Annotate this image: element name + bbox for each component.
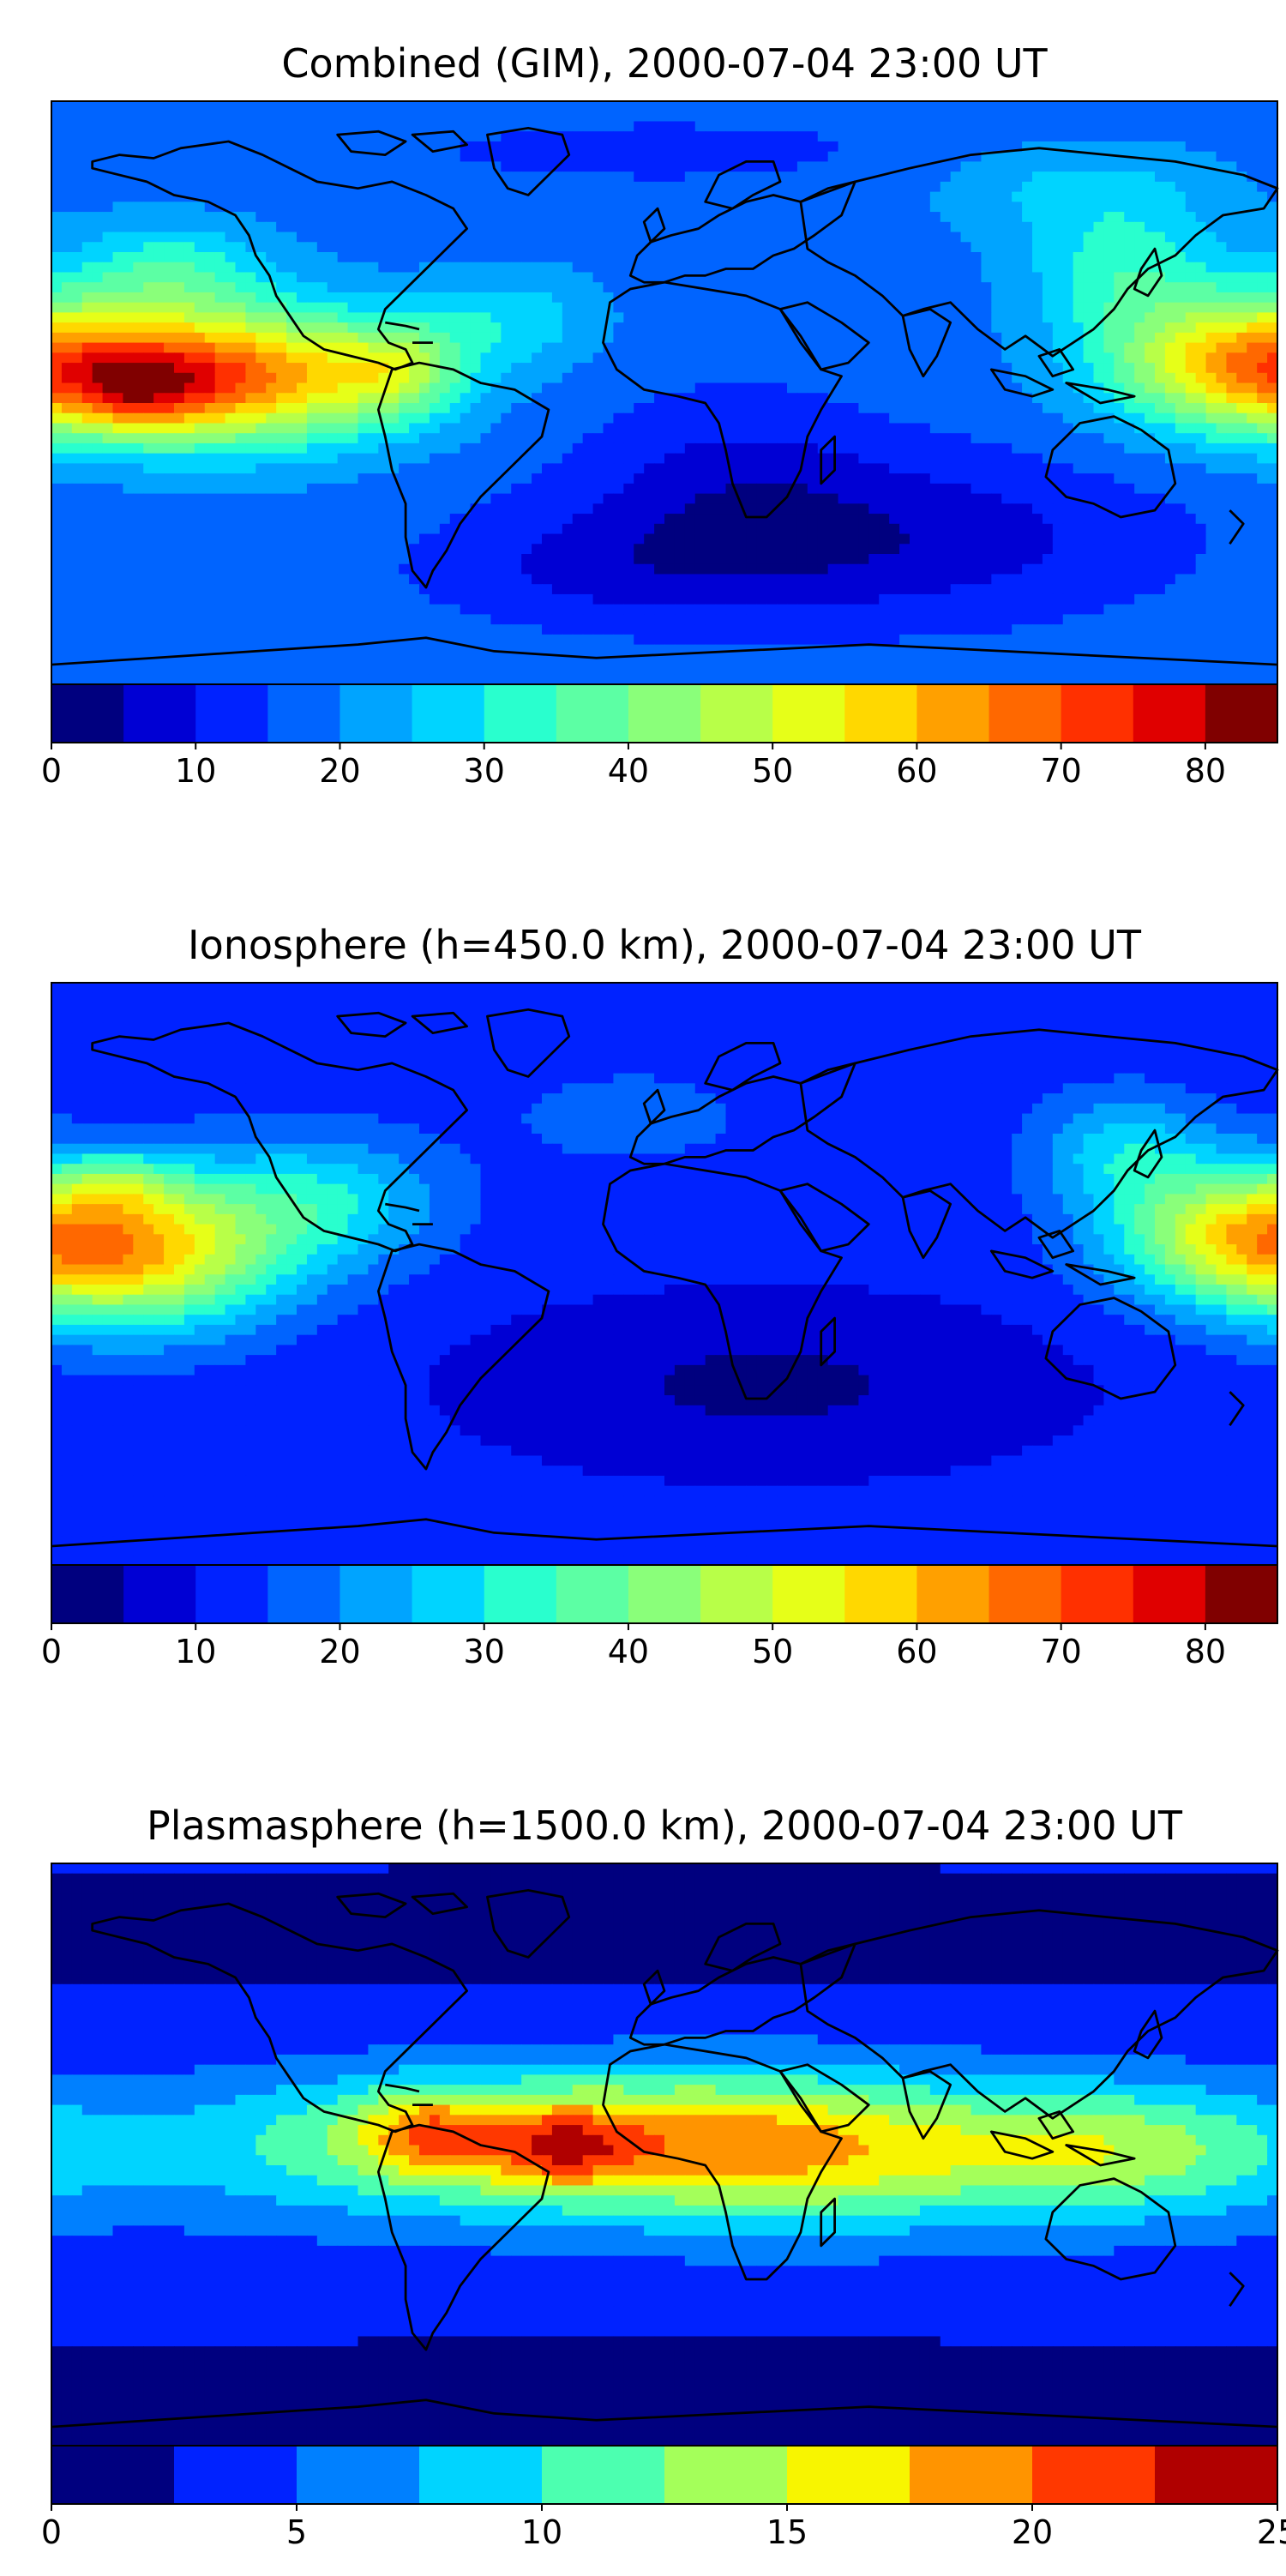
colorbar-tick-label: 20 <box>319 752 360 790</box>
colorbar-tick-label: 60 <box>896 752 937 790</box>
colorbar-segment <box>989 684 1062 743</box>
colorbar-tick-label: 30 <box>464 752 505 790</box>
colorbar-segment <box>51 2446 175 2504</box>
colorbar-segment <box>267 684 340 743</box>
colorbar-tick-label: 50 <box>752 1633 793 1670</box>
colorbar-tick-label: 30 <box>464 1633 505 1670</box>
panel-title: Ionosphere (h=450.0 km), 2000-07-04 23:0… <box>188 922 1142 968</box>
colorbar-tick-label: 40 <box>608 752 649 790</box>
colorbar-segment <box>412 684 485 743</box>
colorbar-segment <box>1061 1565 1134 1623</box>
panel-title: Combined (GIM), 2000-07-04 23:00 UT <box>281 40 1048 87</box>
colorbar-segment <box>123 1565 196 1623</box>
colorbar-segment <box>700 1565 773 1623</box>
colorbar-segment <box>700 684 773 743</box>
colorbar-segment <box>844 684 917 743</box>
colorbar-segment <box>556 1565 629 1623</box>
colorbar-segment <box>1155 2446 1278 2504</box>
colorbar-tick-label: 10 <box>521 2513 562 2551</box>
colorbar: 0 10 20 30 40 50 60 70 80 <box>41 684 1278 790</box>
colorbar-segment <box>916 684 989 743</box>
colorbar-segment <box>419 2446 543 2504</box>
colorbar-segment <box>916 1565 989 1623</box>
colorbar-segment <box>772 1565 845 1623</box>
colorbar-segment <box>412 1565 485 1623</box>
colorbar-tick-label: 80 <box>1185 752 1226 790</box>
panel-2: Ionosphere (h=450.0 km), 2000-07-04 23:0… <box>41 922 1278 1670</box>
colorbar-segment <box>844 1565 917 1623</box>
colorbar-segment <box>51 1565 124 1623</box>
colorbar-segment <box>484 1565 557 1623</box>
map-field <box>51 983 1278 1587</box>
colorbar-segment <box>297 2446 420 2504</box>
map-field <box>51 101 1278 706</box>
colorbar-segment <box>1133 684 1206 743</box>
colorbar-tick-label: 0 <box>41 2513 62 2551</box>
colorbar-tick-label: 60 <box>896 1633 937 1670</box>
map-field <box>51 1863 1278 2468</box>
colorbar-segment <box>1205 684 1278 743</box>
colorbar-tick-label: 10 <box>175 1633 216 1670</box>
colorbar-tick-label: 0 <box>41 1633 62 1670</box>
colorbar-segment <box>174 2446 297 2504</box>
colorbar-tick-label: 50 <box>752 752 793 790</box>
colorbar-segment <box>195 1565 268 1623</box>
colorbar-tick-label: 25 <box>1257 2513 1286 2551</box>
colorbar-tick-label: 20 <box>1012 2513 1053 2551</box>
colorbar-segment <box>267 1565 340 1623</box>
colorbar-segment <box>1032 2446 1156 2504</box>
panel-title: Plasmasphere (h=1500.0 km), 2000-07-04 2… <box>147 1803 1183 1849</box>
colorbar-segment <box>1205 1565 1278 1623</box>
colorbar-segment <box>123 684 196 743</box>
colorbar-segment <box>664 2446 788 2504</box>
colorbar-tick-label: 0 <box>41 752 62 790</box>
panels-container: Combined (GIM), 2000-07-04 23:00 UT 0 10 20… <box>41 40 1286 2551</box>
colorbar-segment <box>542 2446 665 2504</box>
colorbar-segment <box>195 684 268 743</box>
colorbar-segment <box>787 2446 910 2504</box>
colorbar-segment <box>340 684 412 743</box>
colorbar-segment <box>1061 684 1134 743</box>
colorbar-tick-label: 70 <box>1040 752 1081 790</box>
colorbar-tick-label: 20 <box>319 1633 360 1670</box>
panel-1: Combined (GIM), 2000-07-04 23:00 UT 0 10 20… <box>41 40 1278 790</box>
colorbar-tick-label: 10 <box>175 752 216 790</box>
colorbar-segment <box>910 2446 1033 2504</box>
colorbar-segment <box>1133 1565 1206 1623</box>
colorbar-segment <box>340 1565 412 1623</box>
colorbar-segment <box>628 684 701 743</box>
panel-3: Plasmasphere (h=1500.0 km), 2000-07-04 2… <box>41 1803 1286 2551</box>
colorbar-segment <box>484 684 557 743</box>
colorbar-segment <box>556 684 629 743</box>
colorbar-segment <box>51 684 124 743</box>
colorbar-segment <box>772 684 845 743</box>
colorbar-tick-label: 15 <box>766 2513 808 2551</box>
colorbar-tick-label: 5 <box>286 2513 307 2551</box>
colorbar-tick-label: 80 <box>1185 1633 1226 1670</box>
colorbar-segment <box>989 1565 1062 1623</box>
colorbar: 0 10 20 30 40 50 60 70 80 <box>41 1565 1278 1670</box>
colorbar: 0 5 10 15 20 25 <box>41 2446 1286 2551</box>
colorbar-segment <box>628 1565 701 1623</box>
colorbar-tick-label: 40 <box>608 1633 649 1670</box>
colorbar-tick-label: 70 <box>1040 1633 1081 1670</box>
